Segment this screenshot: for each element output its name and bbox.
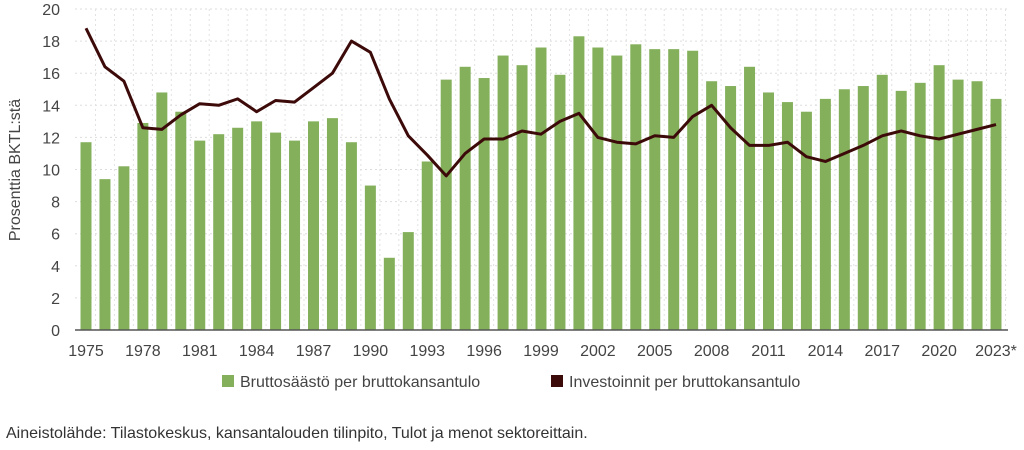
- bar-1999: [535, 47, 547, 331]
- bar-2013: [800, 111, 812, 330]
- x-tick-label: 2017: [864, 343, 900, 360]
- legend-label-investoinnit: Investoinnit per bruttokansantulo: [569, 374, 800, 391]
- y-tick-label: 10: [42, 163, 60, 180]
- x-tick-label: 1981: [182, 343, 218, 360]
- y-tick-labels: 0 2 4 6 8 10 12 14 16 18 20: [42, 2, 60, 340]
- bar-2005: [649, 49, 661, 330]
- bar-2007: [687, 50, 699, 330]
- bar-1979: [156, 92, 168, 331]
- bar-1976: [99, 179, 111, 330]
- bar-1995: [459, 66, 471, 330]
- line-investoinnit: [84, 27, 997, 178]
- bar-1998: [516, 65, 528, 331]
- bar-2001: [573, 36, 585, 330]
- bar-2019: [914, 82, 926, 330]
- bar-2021: [952, 79, 964, 331]
- x-tick-label: 2008: [694, 343, 730, 360]
- legend-swatch-investoinnit: [551, 375, 563, 387]
- x-tick-label: 1996: [466, 343, 502, 360]
- x-tick-labels: 1975 1978 1981 1984 1987 1990 1993 1996 1999 2002…: [68, 343, 1017, 360]
- bar-1993: [421, 161, 433, 330]
- x-tick-label: 2011: [751, 343, 786, 360]
- y-tick-label: 0: [51, 323, 60, 340]
- bar-1983: [232, 127, 244, 331]
- bar-2018: [895, 90, 907, 330]
- source-note: Aineistolähde: Tilastokeskus, kansantalo…: [6, 425, 588, 442]
- bar-1977: [118, 166, 130, 330]
- x-tick-label: 2002: [580, 343, 616, 360]
- bar-1989: [345, 142, 357, 330]
- bar-2012: [781, 102, 793, 330]
- bar-2023*: [990, 98, 1002, 330]
- bar-2020: [933, 65, 945, 331]
- bar-1996: [478, 78, 490, 330]
- bar-1988: [326, 118, 338, 330]
- x-tick-label: 1987: [296, 343, 332, 360]
- y-tick-label: 2: [51, 291, 60, 308]
- bar-2003: [611, 55, 623, 331]
- legend: Bruttosäästö per bruttokansantulo Invest…: [222, 374, 800, 391]
- x-tick-label: 1978: [125, 343, 161, 360]
- y-tick-label: 4: [51, 259, 60, 276]
- bar-2000: [554, 74, 566, 331]
- x-tick-label: 1990: [353, 343, 389, 360]
- bar-1990: [364, 185, 376, 330]
- bar-1975: [80, 142, 92, 330]
- y-tick-label: 18: [42, 34, 60, 51]
- legend-label-bruttosaasto: Bruttosäästö per bruttokansantulo: [240, 374, 480, 391]
- bar-1980: [175, 111, 187, 330]
- bar-2014: [819, 98, 831, 330]
- y-tick-label: 20: [42, 2, 60, 19]
- bar-2008: [706, 81, 718, 330]
- bar-1987: [308, 121, 319, 330]
- bar-2015: [838, 89, 850, 330]
- x-tick-label: 1984: [239, 343, 275, 360]
- bar-2017: [876, 74, 888, 331]
- bar-1991: [383, 257, 395, 330]
- y-tick-label: 14: [42, 98, 60, 115]
- bars: [80, 36, 1002, 331]
- bar-1981: [194, 140, 206, 330]
- x-tick-label: 2020: [921, 343, 957, 360]
- bar-1978: [137, 122, 149, 330]
- bar-1986: [289, 140, 301, 330]
- bar-1992: [402, 232, 414, 330]
- y-tick-label: 12: [42, 130, 60, 147]
- legend-swatch-bruttosaasto: [222, 375, 234, 387]
- y-tick-label: 6: [51, 227, 60, 244]
- bar-1994: [440, 79, 452, 331]
- y-axis-label: Prosenttia BKTL:stä: [7, 99, 24, 241]
- bar-2011: [763, 92, 774, 331]
- x-tick-label: 2014: [808, 343, 844, 360]
- x-tick-label: 1975: [68, 343, 104, 360]
- x-tick-label: 1993: [409, 343, 445, 360]
- y-tick-label: 16: [42, 66, 60, 83]
- bar-2006: [668, 49, 680, 330]
- x-tick-label: 1999: [523, 343, 559, 360]
- bar-1997: [497, 55, 509, 331]
- bar-2016: [857, 86, 869, 330]
- x-tick-label: 2005: [637, 343, 673, 360]
- bar-1982: [213, 134, 225, 330]
- bar-2009: [725, 86, 737, 330]
- bar-2002: [592, 47, 604, 331]
- bar-1984: [251, 121, 263, 330]
- bar-2022: [971, 81, 983, 330]
- bar-2004: [630, 44, 642, 331]
- bar-2010: [744, 66, 756, 330]
- bar-1985: [270, 132, 282, 330]
- x-tick-label: 2023*: [975, 343, 1017, 360]
- y-tick-label: 8: [51, 195, 60, 212]
